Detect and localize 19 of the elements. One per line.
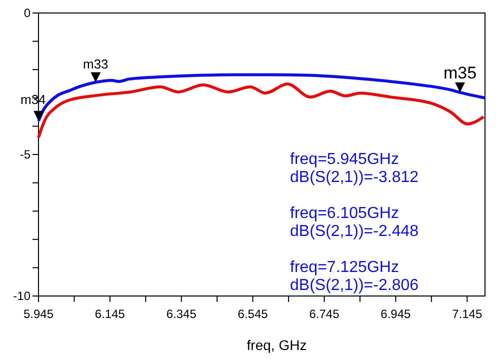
y-tick-label: -5: [20, 148, 31, 162]
x-tick-label: 6.145: [94, 307, 126, 321]
x-axis-title: freq, GHz: [246, 337, 307, 353]
x-tick-label: 6.345: [166, 307, 197, 321]
annotation: freq=7.125GHz: [290, 259, 399, 276]
annotation: dB(S(2,1))=-3.812: [290, 169, 419, 186]
x-tick-label: 7.145: [452, 307, 482, 321]
x-tick-label: 5.945: [23, 307, 54, 321]
annotation: dB(S(2,1))=-2.806: [290, 277, 419, 294]
annotation: freq=5.945GHz: [290, 151, 399, 168]
annotation: m35: [443, 63, 477, 82]
annotation: freq=6.105GHz: [290, 205, 399, 222]
x-tick-label: 6.945: [380, 307, 412, 321]
y-tick-label: 0: [24, 6, 31, 20]
annotation: dB(S(2,1))=-2.448: [290, 223, 419, 240]
annotation: m33: [83, 56, 108, 72]
y-tick-label: -10: [13, 289, 31, 303]
x-tick-label: 6.745: [309, 307, 340, 321]
x-tick-label: 6.545: [238, 307, 268, 321]
